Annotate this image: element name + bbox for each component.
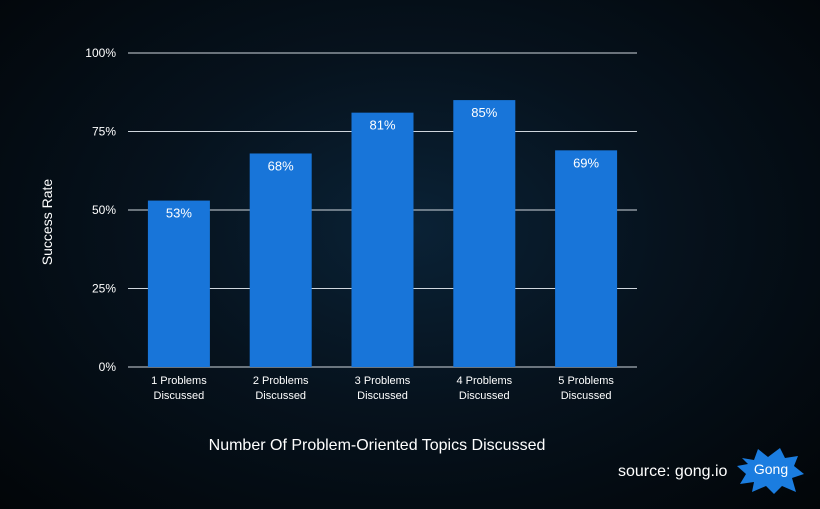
data-label: 69% [573,155,599,170]
y-axis-label: Success Rate [39,179,55,266]
x-tick-label: 5 Problems [558,375,614,387]
y-tick-label: 50% [92,203,116,217]
data-label: 53% [166,206,192,221]
y-tick-label: 0% [99,360,117,374]
bar [351,112,414,367]
x-axis-categories: 1 Problems Discussed 2 Problems Discussed 3 … [151,375,614,402]
data-label: 81% [369,118,395,133]
y-axis-ticks: 0% 25% 50% 75% 100% [85,46,116,374]
bar [147,200,210,367]
x-tick-label: 4 Problems [456,375,512,387]
y-tick-label: 75% [92,125,116,139]
bars [147,100,618,367]
y-tick-label: 25% [92,282,116,296]
starburst-icon [737,448,804,494]
x-axis-label: Number Of Problem-Oriented Topics Discus… [209,437,546,454]
x-tick-label: Discussed [561,390,612,402]
y-tick-label: 100% [85,46,116,60]
data-labels: 53% 68% 81% 85% 69% [166,105,600,220]
source-text: source: gong.io [618,463,728,480]
data-label: 85% [471,105,497,120]
x-tick-label: Discussed [459,390,510,402]
bar [555,150,618,367]
data-label: 68% [268,158,294,173]
x-tick-label: Discussed [154,390,205,402]
x-tick-label: Discussed [255,390,306,402]
x-tick-label: 3 Problems [355,375,411,387]
bar [453,100,516,367]
x-tick-label: Discussed [357,390,408,402]
logo-text: Gong [753,461,789,477]
bar [249,153,312,367]
gong-logo: Gong [736,446,806,496]
x-tick-label: 2 Problems [253,375,309,387]
x-tick-label: 1 Problems [151,375,207,387]
